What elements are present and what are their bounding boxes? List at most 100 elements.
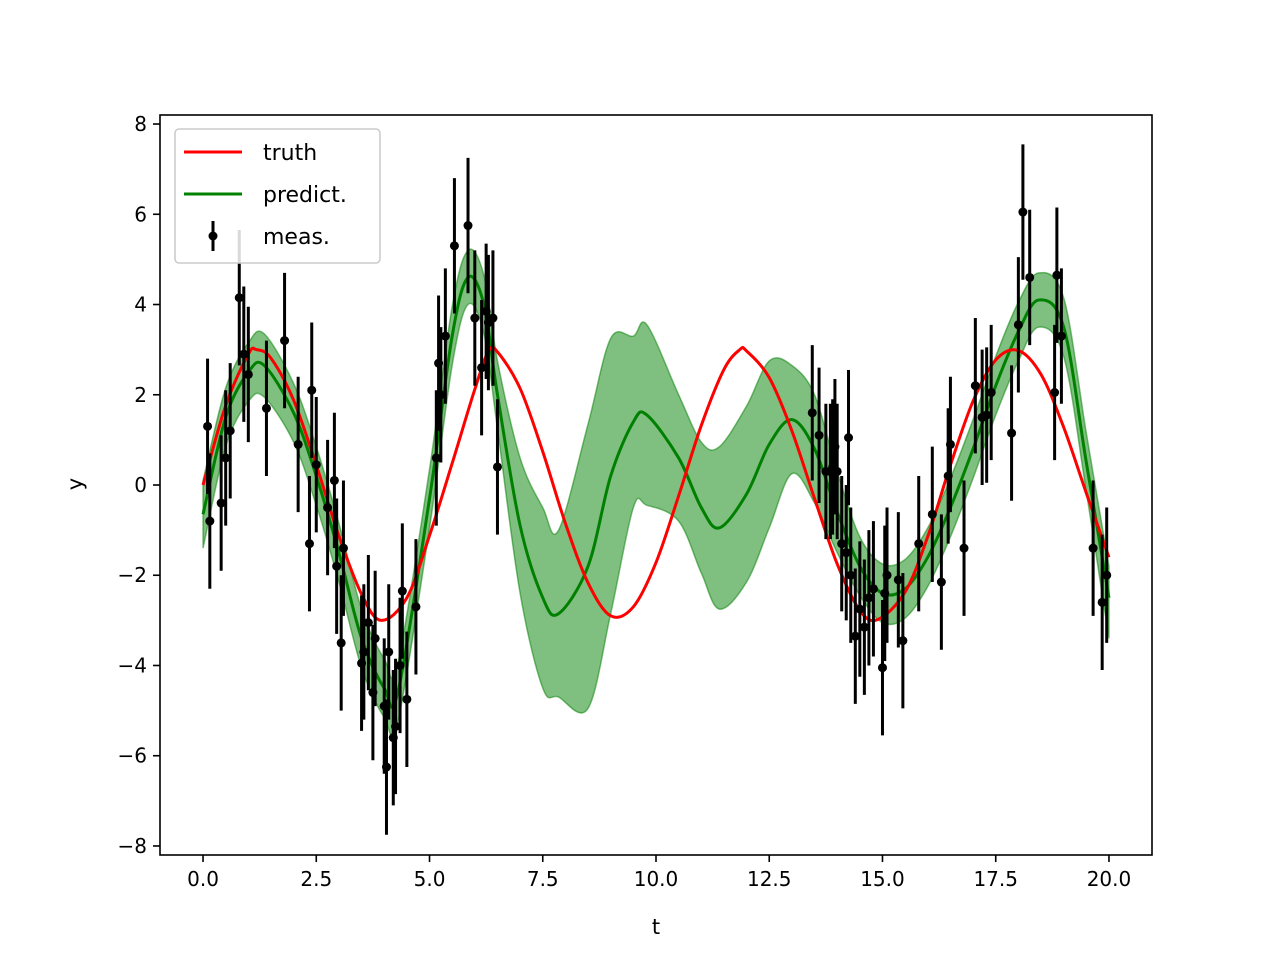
measurement-point (970, 381, 980, 391)
measurement-point (914, 539, 924, 549)
y-tick-label: 2 (134, 383, 147, 407)
measurement-point (936, 577, 946, 587)
measurement-point (1018, 207, 1028, 217)
measurement-point (841, 548, 851, 558)
measurement-point (463, 221, 473, 231)
measurement-point (304, 539, 314, 549)
y-axis-label: y (63, 478, 87, 490)
measurement-point (384, 647, 394, 657)
measurement-point (470, 313, 480, 323)
x-tick-label: 10.0 (634, 867, 679, 891)
measurement-point (436, 390, 446, 400)
measurement-point (814, 430, 824, 440)
measurement-point (477, 363, 487, 373)
measurement-point (391, 721, 401, 731)
measurement-point (449, 241, 459, 251)
measurement-point (359, 647, 369, 657)
x-tick-label: 15.0 (860, 867, 905, 891)
measurement-point (1025, 272, 1035, 282)
measurement-point (280, 336, 290, 346)
measurement-point (221, 453, 231, 463)
measurement-point (431, 453, 441, 463)
measurement-point (488, 313, 498, 323)
measurement-point (243, 369, 253, 379)
measurement-point (1102, 570, 1112, 580)
measurement-point (898, 636, 908, 646)
y-tick-label: −2 (118, 563, 147, 587)
measurement-point (1056, 331, 1066, 341)
y-tick-label: −8 (118, 834, 147, 858)
measurement-point (844, 433, 854, 443)
measurement-point (205, 516, 215, 526)
measurement-point (1050, 388, 1060, 397)
measurement-point (293, 439, 303, 449)
measurement-point (338, 543, 348, 553)
measurement-point (492, 462, 502, 472)
measurement-point (1088, 543, 1098, 553)
measurement-point (239, 349, 249, 359)
x-tick-label: 20.0 (1087, 867, 1132, 891)
measurement-point (370, 633, 380, 643)
measurement-point (846, 570, 856, 580)
measurement-point (832, 466, 842, 476)
measurement-point (203, 421, 213, 431)
measurement-point (395, 660, 405, 670)
measurement-point (859, 622, 869, 632)
measurement-point (411, 602, 421, 612)
measurement-point (381, 762, 391, 772)
legend-marker-meas (208, 231, 218, 241)
measurement-point (945, 439, 955, 449)
legend-label-truth: truth (263, 141, 317, 166)
measurement-point (1013, 320, 1023, 330)
measurement-point (323, 503, 333, 513)
measurement-point (986, 388, 996, 397)
legend-box (174, 128, 381, 264)
measurement-point (868, 584, 878, 594)
x-tick-label: 0.0 (187, 867, 219, 891)
measurement-errorbars-layer (203, 144, 1112, 835)
measurement-point (397, 586, 407, 596)
measurement-point (1007, 428, 1017, 438)
y-tick-label: 4 (134, 293, 147, 317)
measurement-point (225, 426, 235, 436)
x-tick-label: 5.0 (414, 867, 446, 891)
x-axis-label: t (652, 915, 660, 939)
axes: 0.0 2.5 5.0 7.5 10.0 12.5 15.0 17.5 20.0 −8 −6 −4 −2… (118, 112, 1153, 891)
measurement-point (855, 604, 865, 614)
x-tick-label: 17.5 (973, 867, 1018, 891)
y-tick-label: 0 (134, 473, 147, 497)
plot-area (201, 144, 1112, 835)
measurement-point (261, 403, 271, 413)
measurement-point (893, 575, 903, 585)
measurement-point (234, 293, 244, 303)
measurement-point (1097, 597, 1107, 607)
measurement-point (332, 561, 342, 571)
legend-label-meas: meas. (263, 225, 330, 250)
measurement-point (307, 385, 317, 395)
y-tick-label: 6 (134, 202, 147, 226)
measurement-point (402, 694, 412, 704)
measurement-point (329, 475, 339, 485)
x-tick-label: 2.5 (300, 867, 332, 891)
measurement-point (982, 410, 992, 420)
x-tick-label: 12.5 (747, 867, 792, 891)
measurement-point (216, 498, 226, 508)
measurement-point (927, 509, 937, 519)
y-tick-label: −4 (118, 653, 147, 677)
measurement-point (1052, 270, 1062, 280)
measurement-point (336, 638, 346, 648)
measurement-point (807, 408, 817, 418)
measurement-point (850, 631, 860, 641)
y-tick-label: 8 (134, 112, 147, 136)
measurement-point (311, 460, 321, 470)
measurement-point (440, 331, 450, 341)
measurement-point (882, 570, 892, 580)
x-tick-label: 7.5 (527, 867, 559, 891)
measurement-point (864, 593, 874, 603)
measurement-point (363, 618, 373, 628)
legend-label-predict: predict. (263, 183, 347, 208)
measurement-point (877, 663, 887, 673)
y-tick-label: −6 (118, 744, 147, 768)
legend: truth predict. meas. (174, 128, 381, 264)
